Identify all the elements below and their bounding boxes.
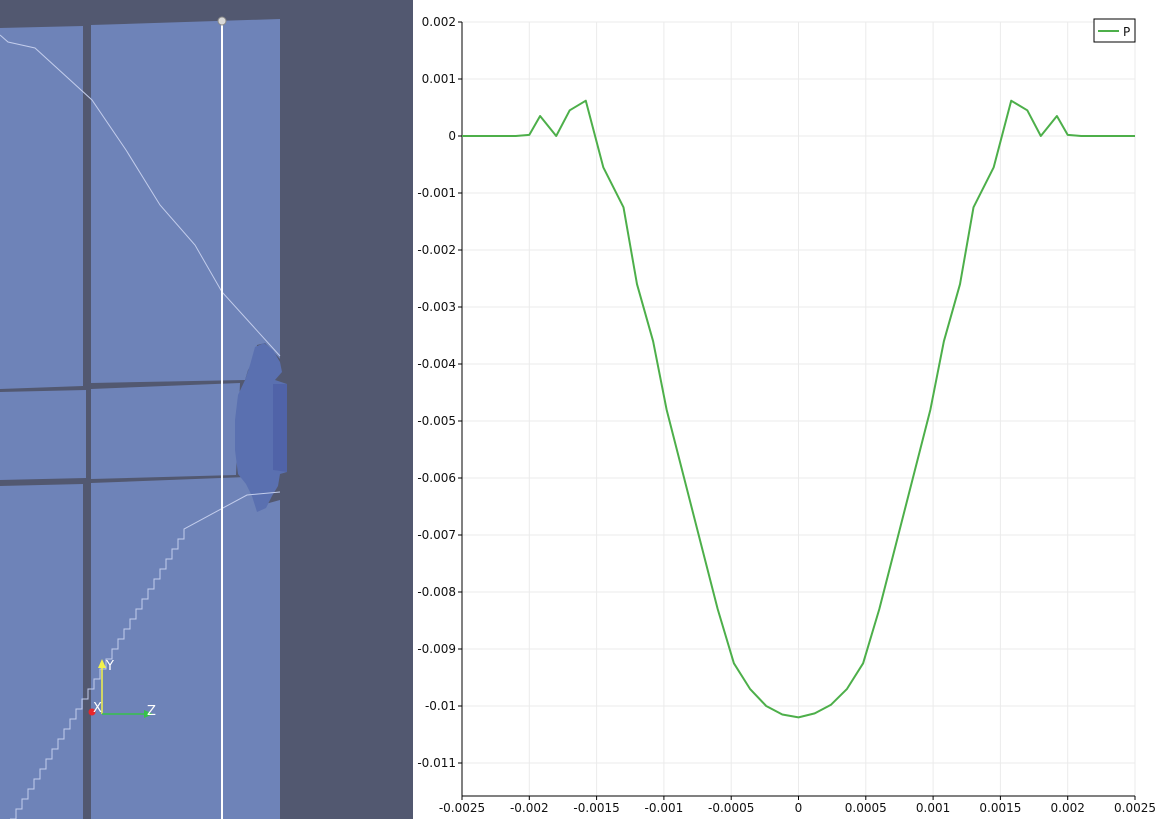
y-tick-label: -0.002 <box>417 243 456 257</box>
render-view-canvas[interactable]: Y X Z <box>0 0 413 819</box>
x-tick-label: -0.0005 <box>708 801 754 815</box>
mesh-panel <box>0 484 83 819</box>
z-axis-label: Z <box>147 704 156 719</box>
y-tick-label: -0.003 <box>417 300 456 314</box>
x-axis-ticks: -0.0025 -0.002 -0.0015 -0.001 -0.0005 0 0.0005… <box>439 796 1155 815</box>
line-chart-view[interactable]: 0.002 0.001 0 -0.001 -0.002 -0.003 -0.004 -0.00… <box>413 0 1155 819</box>
y-axis-ticks: 0.002 0.001 0 -0.001 -0.002 -0.003 -0.004 -0.00… <box>417 15 462 770</box>
y-tick-label: 0 <box>448 129 456 143</box>
mesh-panel <box>91 383 240 479</box>
y-tick-label: -0.006 <box>417 471 456 485</box>
contour-line <box>0 34 281 819</box>
y-tick-label: -0.009 <box>417 642 456 656</box>
y-tick-label: 0.002 <box>422 15 456 29</box>
y-tick-label: -0.008 <box>417 585 456 599</box>
y-tick-label: -0.005 <box>417 414 456 428</box>
legend-label-p: P <box>1123 25 1130 39</box>
patch-inner <box>273 384 287 472</box>
mesh-panel <box>0 26 83 389</box>
x-axis-marker <box>88 708 96 716</box>
render-view-3d[interactable]: Y X Z <box>0 0 413 819</box>
x-tick-label: 0.0025 <box>1114 801 1155 815</box>
x-tick-label: -0.0025 <box>439 801 485 815</box>
x-tick-label: -0.001 <box>645 801 684 815</box>
pressure-patch <box>235 343 287 512</box>
mesh-panel <box>91 477 280 819</box>
chart-series <box>462 99 1135 719</box>
y-axis-cone <box>98 659 106 668</box>
mesh-panel <box>0 390 86 480</box>
x-tick-label: 0.0015 <box>979 801 1021 815</box>
x-tick-label: 0.001 <box>916 801 950 815</box>
mesh-panel <box>91 19 280 383</box>
y-tick-label: -0.007 <box>417 528 456 542</box>
y-axis-label: Y <box>105 659 114 674</box>
y-tick-label: -0.01 <box>425 699 456 713</box>
y-tick-label: -0.001 <box>417 186 456 200</box>
z-axis-cone <box>144 710 153 718</box>
probe-line-handle[interactable] <box>217 16 227 26</box>
x-tick-label: 0 <box>795 801 803 815</box>
y-tick-label: -0.004 <box>417 357 456 371</box>
x-tick-label: 0.0005 <box>845 801 887 815</box>
mesh-surface <box>0 19 280 819</box>
x-axis-label: X <box>93 701 102 716</box>
y-tick-label: -0.011 <box>417 756 456 770</box>
orientation-axes-widget: Y X Z <box>88 659 156 719</box>
x-tick-label: 0.002 <box>1051 801 1085 815</box>
x-tick-label: -0.002 <box>510 801 549 815</box>
series-line-p <box>462 99 1135 719</box>
chart-grid <box>461 21 1136 796</box>
y-tick-label: 0.001 <box>422 72 456 86</box>
chart-legend[interactable]: P <box>1093 18 1136 43</box>
line-chart-canvas[interactable]: 0.002 0.001 0 -0.001 -0.002 -0.003 -0.004 -0.00… <box>413 0 1155 819</box>
x-tick-label: -0.0015 <box>573 801 619 815</box>
